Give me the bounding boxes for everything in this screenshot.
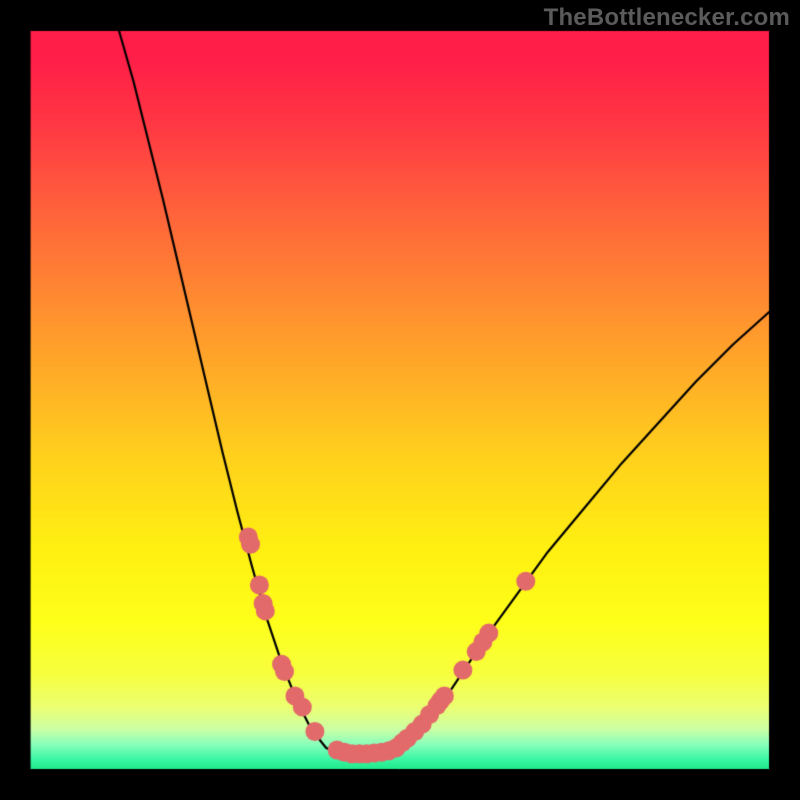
watermark-text: TheBottlenecker.com — [544, 4, 790, 32]
bottleneck-chart — [0, 0, 800, 800]
